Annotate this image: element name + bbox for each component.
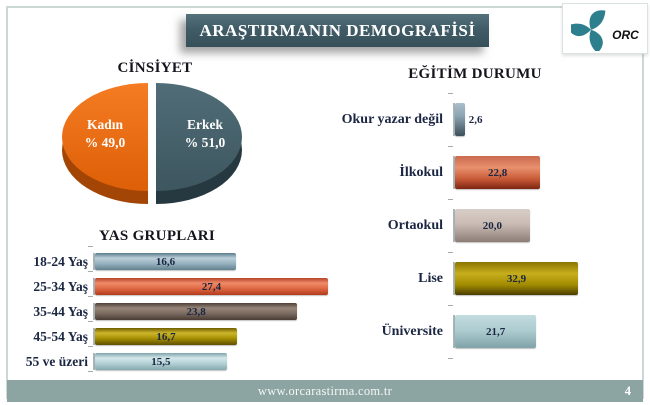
edu-bar-value: 22,8 [488,166,508,179]
edu-row-universite: Üniversite 21,7 [337,305,642,358]
age-bar-zone: 27,4 [93,278,342,295]
age-bar-55-plus: 15,5 [95,353,227,370]
age-bar-18-24: 16,6 [95,253,237,270]
edu-bar-lise: 32,9 [455,262,579,295]
age-bar-value: 15,5 [151,355,171,368]
age-chart-title: YAS GRUPLARI [99,228,215,244]
orc-pinwheel-icon [571,9,606,51]
edu-category-label: Üniversite [381,323,443,339]
edu-bar-ilkokul: 22,8 [455,156,541,189]
edu-bar-zone: 22,8 [453,156,642,189]
age-bar-45-54: 16,7 [95,328,237,345]
edu-row-lise: Lise 32,9 [337,252,642,305]
edu-bar-value: 32,9 [506,272,527,285]
gender-pie-svg [62,83,242,204]
edu-row-okur-yazar-degil: Okur yazar değil 2,6 [337,93,642,146]
edu-row-ilkokul: İlkokul 22,8 [337,146,642,199]
edu-bar-ortaokul: 20,0 [455,209,530,242]
orc-logo-text: ORC [612,27,639,42]
pie-label-erkek-value: % 51,0 [184,134,226,150]
age-row-55-plus: 55 ve üzeri 15,5 [2,349,342,374]
page-number: 4 [624,384,631,398]
pie-label-kadin-value: % 49,0 [84,134,126,150]
age-category-label: 25-34 Yaş [33,278,88,294]
age-row-45-54: 45-54 Yaş 16,7 [2,324,342,349]
age-row-18-24: 18-24 Yaş 16,6 [2,249,342,274]
gender-chart-title: CİNSİYET [117,60,193,76]
age-row-25-34: 25-34 Yaş 27,4 [2,274,342,299]
orc-logo: ORC [562,3,648,54]
age-category-label: 18-24 Yaş [33,253,88,269]
age-bar-chart: 18-24 Yaş 16,6 25-34 Yaş 27,4 35-44 Yaş … [2,249,342,374]
edu-category-label: Okur yazar değil [341,111,443,127]
education-chart-title: EĞİTİM DURUMU [408,66,542,82]
age-bar-zone: 23,8 [93,303,342,320]
gender-pie-chart: Kadın % 49,0 Erkek % 51,0 [62,80,242,208]
edu-row-ortaokul: Ortaokul 20,0 [337,199,642,252]
edu-bar-zone: 32,9 [453,262,642,295]
age-bar-25-34: 27,4 [95,278,328,295]
edu-bar-universite: 21,7 [455,315,537,348]
age-category-label: 35-44 Yaş [33,303,88,319]
page-title: ARAŞTIRMANIN DEMOGRAFİSİ [186,14,489,47]
edu-category-label: Ortaokul [387,217,443,233]
age-bar-value: 27,4 [201,280,222,293]
edu-bar-value: 21,7 [485,325,506,338]
age-bar-value: 16,7 [156,330,176,343]
edu-category-label: Lise [418,270,443,286]
pie-label-kadin: Kadın % 49,0 [69,116,141,151]
edu-category-label: İlkokul [399,164,443,180]
age-bar-value: 23,8 [186,305,206,318]
edu-bar-okur-yazar-degil [455,103,465,136]
age-bar-zone: 16,7 [93,328,342,345]
edu-bar-value: 2,6 [468,113,483,126]
age-bar-zone: 16,6 [93,253,342,270]
footer-url: www.orcarastirma.com.tr [257,383,393,398]
education-bar-chart: Okur yazar değil 2,6 İlkokul 22,8 Ortaok… [337,93,642,358]
age-category-label: 55 ve üzeri [25,353,88,369]
edu-bar-zone: 20,0 [453,209,642,242]
edu-bar-zone: 2,6 [453,103,642,136]
age-row-35-44: 35-44 Yaş 23,8 [2,299,342,324]
pie-slice-erkek [156,83,242,204]
pie-label-erkek: Erkek % 51,0 [169,116,241,151]
pie-label-erkek-name: Erkek [186,117,223,132]
age-bar-value: 16,6 [155,255,176,268]
age-category-label: 45-54 Yaş [33,328,88,344]
pie-slice-kadin [62,83,148,204]
age-bar-zone: 15,5 [93,353,342,370]
pie-label-kadin-name: Kadın [86,117,124,132]
edu-bar-zone: 21,7 [453,315,642,348]
age-bar-35-44: 23,8 [95,303,298,320]
edu-bar-value: 20,0 [482,219,503,232]
footer-bar: www.orcarastirma.com.tr 4 [7,380,643,402]
